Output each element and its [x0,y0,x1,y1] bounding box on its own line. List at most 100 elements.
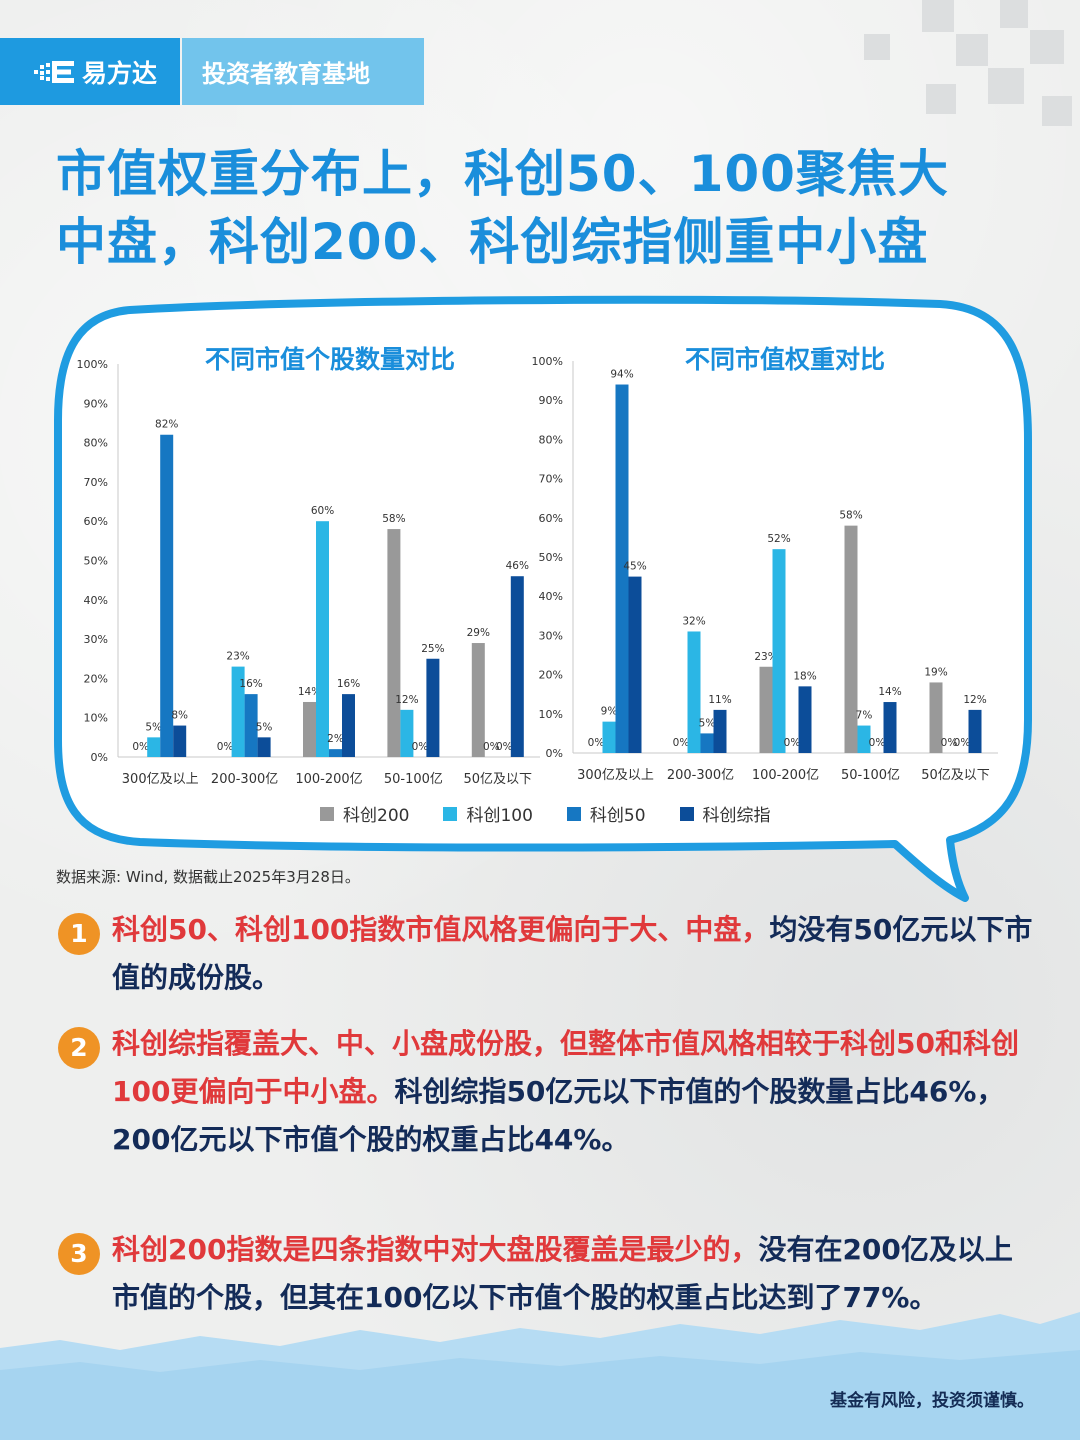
y-tick-label: 40% [539,590,563,603]
bar [798,686,812,753]
x-category-label: 100-200亿 [295,772,362,787]
bar-value-label: 0% [954,737,971,749]
bar [303,701,316,757]
brand-logo: 易方达 [0,38,180,105]
point-highlight: 科创50、科创100指数市值风格更偏向于大、中盘， [112,913,770,946]
y-tick-label: 10% [539,708,563,721]
bar-value-label: 11% [708,694,731,706]
bar-value-label: 23% [226,651,249,663]
point-text: 科创200指数是四条指数中对大盘股覆盖是最少的，没有在200亿及以上市值的个股，… [112,1226,1038,1322]
y-tick-label: 60% [84,515,108,528]
point-highlight: 科创200指数是四条指数中对大盘股覆盖是最少的， [112,1233,759,1266]
bar [602,721,616,753]
bar-value-label: 0% [588,737,605,749]
bar-value-label: 14% [298,686,321,698]
bar [329,749,342,757]
y-tick-label: 50% [539,551,563,564]
bar-value-label: 0% [483,741,500,753]
y-tick-label: 90% [539,394,563,407]
bar [387,529,401,757]
bar [772,549,786,753]
bar [628,576,642,753]
bar-value-label: 5% [145,721,162,733]
page-title-line-2: 中盘，科创200、科创综指侧重中小盘 [56,213,929,271]
x-category-label: 200-300亿 [667,768,734,783]
bar-value-label: 25% [421,643,444,655]
bar-value-label: 14% [878,686,901,698]
point-body: 没有在200亿及以上市值的个股，但其在100亿以下市值个股的权重占比达到了77%… [112,1233,1013,1314]
bar-value-label: 12% [963,694,986,706]
point-number-badge: 1 [58,913,100,955]
bar [883,702,897,753]
y-tick-label: 30% [84,633,108,646]
legend-item-kechuang50: 科创50 [566,801,646,826]
page-title-line-1: 市值权重分布上，科创50、100聚焦大 [56,145,949,203]
bar-value-label: 19% [924,666,947,678]
page-title: 市值权重分布上，科创50、100聚焦大 中盘，科创200、科创综指侧重中小盘 [56,140,1046,276]
chart-legend: 科创200 科创100 科创50 科创综指 [320,801,805,826]
bar-value-label: 7% [856,710,873,722]
x-category-label: 50亿及以下 [464,772,533,787]
x-category-label: 200-300亿 [211,772,278,787]
bar-value-label: 60% [311,505,334,517]
bar-value-label: 58% [382,513,405,525]
bar [929,682,943,753]
bar-value-label: 0% [784,737,801,749]
bar [173,725,187,757]
bar-value-label: 52% [767,533,790,545]
bar [713,709,727,753]
y-tick-label: 50% [84,555,108,568]
x-category-label: 300亿及以上 [577,768,654,783]
bar-value-label: 46% [506,560,529,572]
legend-item-kechuang200: 科创200 [320,801,409,826]
point-number-badge: 3 [58,1233,100,1275]
bar-value-label: 0% [673,737,690,749]
y-tick-label: 70% [539,473,563,486]
legend-label: 科创100 [466,806,533,826]
bar-charts: 0% 10% 20% 30% 40% 50% 60% 70% 80% 90% 100% 0% 5% 82%… [77,355,998,787]
legend-item-kechuang100: 科创100 [443,801,533,826]
y-tick-label: 10% [84,712,108,725]
legend-swatch [679,806,694,821]
key-point-2: 2 科创综指覆盖大、中、小盘成份股，但整体市值风格相较于科创50和科创100更偏… [58,1020,1038,1164]
bar-value-label: 5% [256,721,273,733]
point-body: 均没有50亿元以下市值的成份股。 [112,913,1033,994]
y-tick-label: 20% [84,672,108,685]
bar-value-label: 0% [132,741,149,753]
y-tick-label: 100% [532,355,563,368]
bar-value-label: 16% [239,678,262,690]
chart-2-title: 不同市值权重对比 [684,345,885,374]
y-tick-label: 80% [539,433,563,446]
y-tick-label: 80% [84,437,108,450]
y-tick-label: 90% [84,397,108,410]
brand-bar: 易方达 投资者教育基地 [0,38,424,105]
point-body: 科创综指50亿元以下市值的个股数量占比46%，200亿元以下市值个股的权重占比4… [112,1075,1005,1156]
bar-value-label: 9% [601,706,618,718]
y-tick-label: 20% [539,669,563,682]
legend-item-kechuang-composite: 科创综指 [679,801,771,826]
bar [342,694,355,757]
brand-name: 易方达 [82,58,158,88]
brand-section-label: 投资者教育基地 [182,38,424,105]
bar [471,643,485,757]
brand-e-icon [34,60,74,83]
bar [147,737,161,757]
bar [844,525,858,753]
bar-value-label: 0% [941,737,958,749]
bar-value-label: 16% [337,678,360,690]
decorative-squares [860,0,1080,140]
bar [510,576,524,757]
legend-swatch [566,806,581,821]
torn-paper-bottom [0,1312,1080,1440]
key-point-3: 3 科创200指数是四条指数中对大盘股覆盖是最少的，没有在200亿及以上市值的个… [58,1226,1038,1322]
bar [615,384,629,753]
x-category-label: 50-100亿 [384,772,443,787]
bar [244,694,258,757]
bar-value-label: 58% [839,510,862,522]
bar [687,631,701,753]
bar-value-label: 45% [623,561,646,573]
y-tick-label: 100% [77,358,108,371]
bar [857,725,871,753]
bar [700,733,714,753]
bar-value-label: 8% [171,710,188,722]
